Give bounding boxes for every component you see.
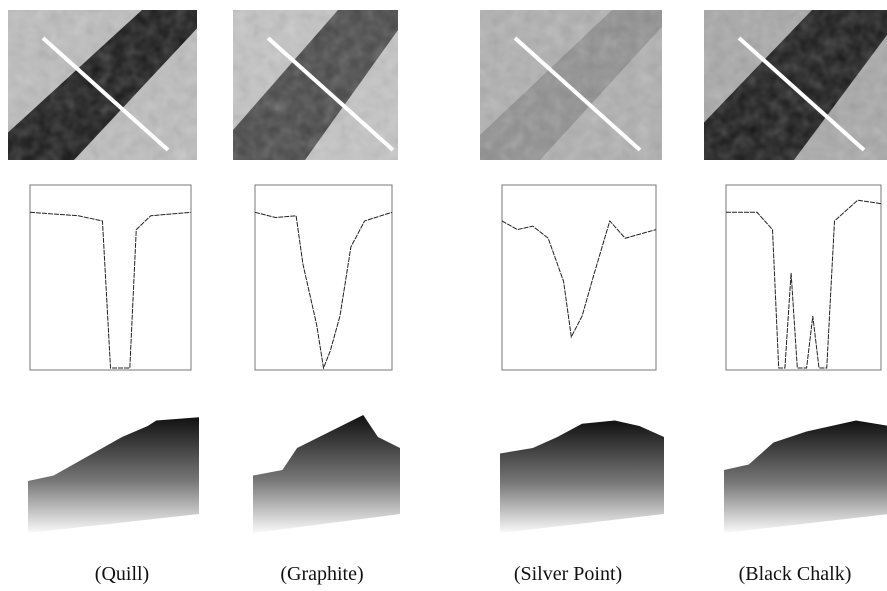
caption: (Graphite) bbox=[280, 563, 363, 585]
profile-line bbox=[266, 36, 395, 152]
profile-curve bbox=[726, 199, 882, 369]
caption: (Black Chalk) bbox=[739, 563, 852, 585]
profile-curve bbox=[29, 211, 192, 369]
plot-frame bbox=[29, 184, 192, 371]
surface-plot bbox=[28, 417, 199, 533]
caption: (Silver Point) bbox=[514, 563, 622, 585]
profile-curve bbox=[501, 219, 657, 339]
profile-curve bbox=[254, 211, 393, 370]
profile-line bbox=[41, 36, 170, 152]
plot-frame bbox=[725, 184, 882, 371]
plot-frame bbox=[254, 184, 393, 371]
profile-line bbox=[513, 36, 642, 152]
panels bbox=[8, 10, 887, 533]
surface-plot bbox=[500, 420, 664, 533]
profile-line bbox=[737, 36, 866, 152]
texture bbox=[704, 10, 887, 160]
caption: (Quill) bbox=[95, 563, 149, 585]
texture bbox=[8, 10, 197, 160]
surface-plot bbox=[724, 420, 887, 533]
plot-frame bbox=[501, 184, 657, 371]
texture bbox=[233, 10, 398, 160]
texture bbox=[480, 10, 662, 160]
surface-plot bbox=[253, 415, 400, 533]
